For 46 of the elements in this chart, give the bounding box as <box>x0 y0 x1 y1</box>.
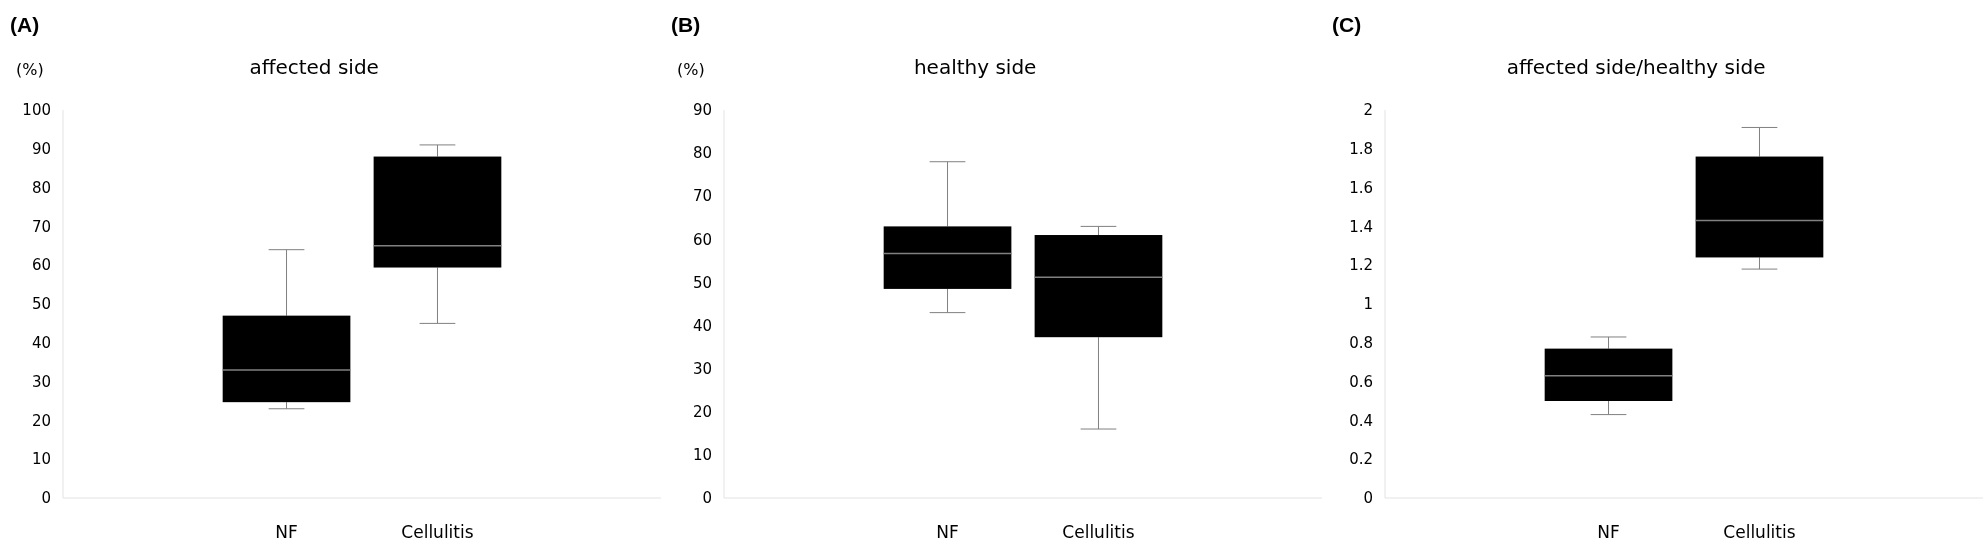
y-tick-label: 2 <box>1363 101 1373 120</box>
y-tick-label: 70 <box>692 187 712 206</box>
y-axis-title: (%) <box>16 60 44 79</box>
x-tick-label: Cellulitis <box>401 522 474 542</box>
y-tick-label: 1.8 <box>1349 140 1373 159</box>
y-tick-label: 20 <box>31 411 51 430</box>
y-tick-label: 0.2 <box>1349 450 1373 469</box>
text: (A) <box>10 13 40 36</box>
y-tick-label: 50 <box>31 295 51 314</box>
y-tick-label: 70 <box>31 217 51 236</box>
y-tick-label: 20 <box>692 403 712 422</box>
y-tick-label: 30 <box>31 372 51 391</box>
y-tick-label: 30 <box>692 359 712 378</box>
y-tick-label: 100 <box>22 101 51 120</box>
y-tick-label: 90 <box>31 140 51 159</box>
chart-title: affected side/healthy side <box>1506 55 1766 79</box>
y-tick-label: 10 <box>692 446 712 465</box>
y-tick-label: 90 <box>692 101 712 120</box>
y-tick-label: 0 <box>41 489 51 508</box>
x-tick-label: NF <box>936 522 959 542</box>
chart-title: affected side <box>249 55 379 79</box>
x-tick-label: Cellulitis <box>1723 522 1796 542</box>
y-tick-label: 60 <box>692 230 712 249</box>
y-tick-label: 0 <box>1363 489 1373 508</box>
y-tick-label: 10 <box>31 450 51 469</box>
y-tick-label: 0.6 <box>1349 372 1373 391</box>
y-tick-label: 40 <box>31 334 51 353</box>
x-tick-label: Cellulitis <box>1062 522 1135 542</box>
y-tick-label: 0.4 <box>1349 411 1373 430</box>
text: (B) <box>671 13 701 36</box>
y-tick-label: 60 <box>31 256 51 275</box>
y-tick-label: 1.6 <box>1349 178 1373 197</box>
y-tick-label: 80 <box>692 144 712 163</box>
y-tick-label: 40 <box>692 316 712 335</box>
y-tick-label: 0.8 <box>1349 334 1373 353</box>
chart-title: healthy side <box>913 55 1037 79</box>
y-tick-label: 0 <box>702 489 712 508</box>
text: (C) <box>1332 13 1362 36</box>
y-tick-label: 80 <box>31 178 51 197</box>
y-tick-label: 1.4 <box>1349 217 1373 236</box>
y-tick-label: 50 <box>692 273 712 292</box>
x-tick-label: NF <box>275 522 298 542</box>
x-tick-label: NF <box>1597 522 1620 542</box>
y-tick-label: 1 <box>1363 295 1373 314</box>
y-tick-label: 1.2 <box>1349 256 1373 275</box>
y-axis-title: (%) <box>677 60 705 79</box>
